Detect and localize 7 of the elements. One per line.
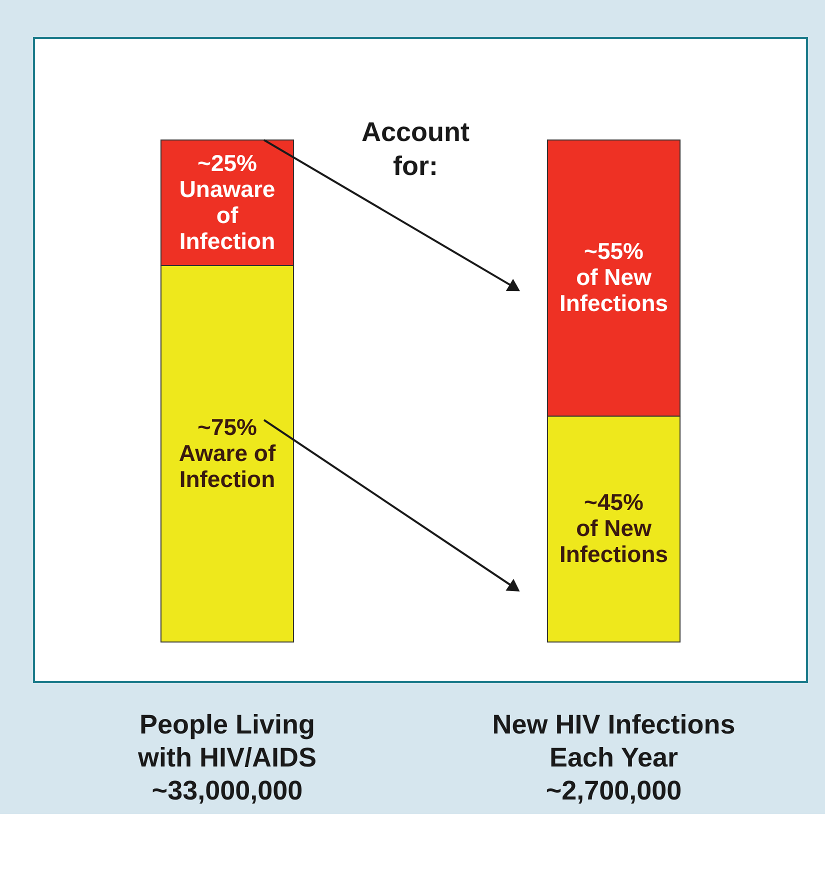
x-tick-label: People Living with HIV/AIDS ~33,000,000	[136, 710, 317, 806]
data-label: ~25% Unaware of Infection	[179, 150, 276, 254]
data-label: ~55% of New Infections	[559, 238, 668, 316]
x-tick-label: New HIV Infections Each Year ~2,700,000	[492, 710, 736, 806]
data-label: ~75% Aware of Infection	[178, 414, 276, 492]
data-label: ~45% of New Infections	[559, 489, 668, 568]
annotation: Account for:	[362, 117, 470, 181]
